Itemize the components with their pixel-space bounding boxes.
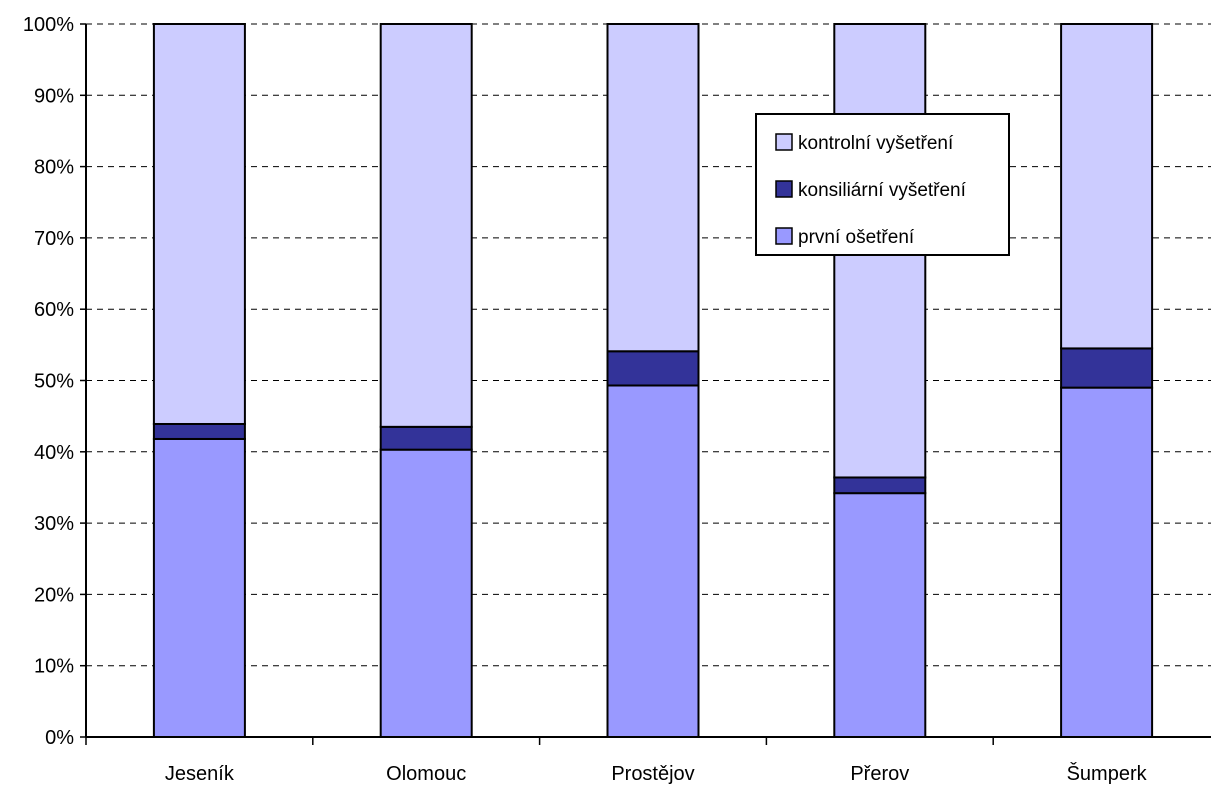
gridlines [86, 23, 1211, 667]
x-category-labels: Jeseník Olomouc Prostějov Přerov Šumperk [165, 762, 1148, 785]
bar-segment [1060, 386, 1154, 738]
y-tick-label: 20% [34, 584, 74, 606]
legend-label: kontrolní vyšetření [798, 133, 954, 154]
y-tick-label: 60% [34, 299, 74, 321]
x-category-label: Šumperk [1067, 762, 1148, 785]
bar-segment [379, 23, 473, 428]
legend-label: první ošetření [798, 227, 915, 248]
bar-segment [379, 448, 473, 738]
bar-segment [606, 350, 700, 387]
bar-segment [1060, 23, 1154, 350]
y-tick-labels: 0% 10% 20% 30% 40% 50% 60% 70% 80% 90% 100% [23, 14, 74, 749]
x-category-label: Olomouc [386, 763, 466, 785]
bar-segment [379, 425, 473, 451]
legend-label: konsiliární vyšetření [798, 180, 967, 201]
bar-segment [606, 384, 700, 738]
bar-segment [833, 492, 927, 738]
legend-swatch [775, 227, 793, 245]
y-tick-label: 50% [34, 371, 74, 393]
bar-segment [152, 437, 246, 738]
y-tick-label: 30% [34, 513, 74, 535]
legend-box [755, 113, 1010, 256]
y-tick-label: 70% [34, 228, 74, 250]
bar-segment [606, 23, 700, 353]
legend-swatch [775, 133, 793, 151]
bar-segment [152, 422, 246, 440]
y-tick-label: 10% [34, 656, 74, 678]
x-category-label: Jeseník [165, 763, 235, 785]
y-tick-label: 100% [23, 14, 74, 36]
bar-segment [833, 476, 927, 495]
legend-swatch [775, 180, 793, 198]
y-tick-label: 80% [34, 157, 74, 179]
axes [80, 23, 1211, 745]
bar-segment [152, 23, 246, 425]
y-tick-label: 90% [34, 85, 74, 107]
bars [152, 23, 1154, 738]
x-category-label: Přerov [850, 763, 909, 785]
y-tick-label: 40% [34, 442, 74, 464]
legend: kontrolní vyšetření konsiliární vyšetření… [755, 113, 1010, 256]
bar-segment [1060, 347, 1154, 389]
x-category-label: Prostějov [611, 763, 694, 785]
y-tick-label: 0% [45, 727, 74, 749]
